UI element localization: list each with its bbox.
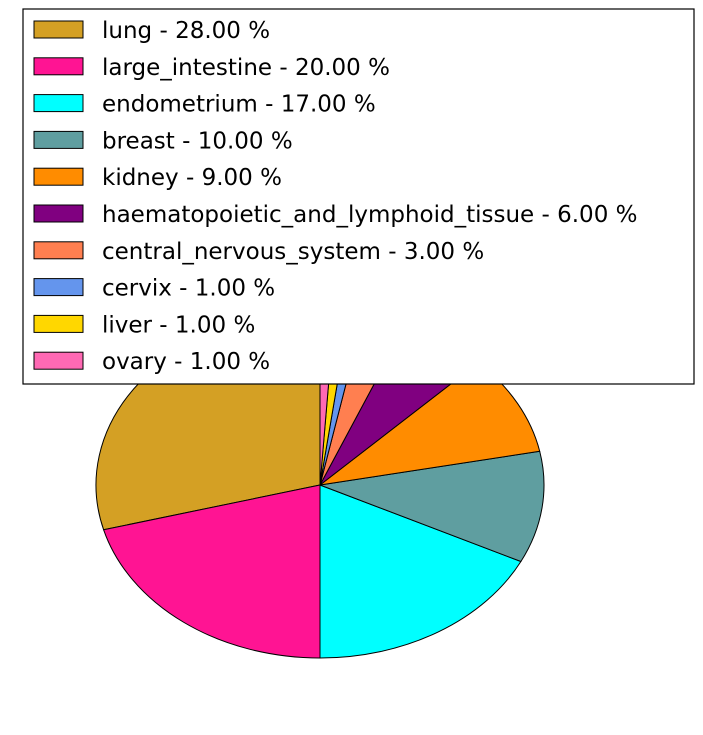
legend-swatch xyxy=(33,204,84,223)
legend-item-kidney: kidney - 9.00 % xyxy=(33,165,282,191)
legend-swatch xyxy=(33,130,84,149)
legend-item-ovary: ovary - 1.00 % xyxy=(33,349,270,375)
legend-label: central_nervous_system - 3.00 % xyxy=(102,239,484,265)
legend-item-endometrium: endometrium - 17.00 % xyxy=(33,92,376,118)
legend-item-central-nervous-system: central_nervous_system - 3.00 % xyxy=(33,239,484,265)
legend-label: breast - 10.00 % xyxy=(102,128,293,154)
legend-label: large_intestine - 20.00 % xyxy=(102,55,390,81)
legend: lung - 28.00 % large_intestine - 20.00 % e… xyxy=(22,8,695,385)
legend-label: endometrium - 17.00 % xyxy=(102,92,376,118)
legend-label: haematopoietic_and_lymphoid_tissue - 6.0… xyxy=(102,202,638,228)
legend-item-breast: breast - 10.00 % xyxy=(33,128,293,154)
legend-item-lung: lung - 28.00 % xyxy=(33,18,270,44)
legend-label: kidney - 9.00 % xyxy=(102,165,282,191)
legend-frame xyxy=(22,8,695,385)
legend-swatch xyxy=(33,167,84,186)
legend-swatch xyxy=(33,241,84,260)
legend-item-liver: liver - 1.00 % xyxy=(33,312,255,338)
legend-label: liver - 1.00 % xyxy=(102,312,255,338)
legend-label: lung - 28.00 % xyxy=(102,18,270,44)
legend-swatch xyxy=(33,351,84,370)
legend-label: ovary - 1.00 % xyxy=(102,349,270,375)
legend-label: cervix - 1.00 % xyxy=(102,276,275,302)
pie-slice-large-intestine xyxy=(103,484,321,659)
legend-swatch xyxy=(33,57,84,76)
legend-swatch xyxy=(33,278,84,297)
legend-swatch xyxy=(33,20,84,39)
legend-item-large-intestine: large_intestine - 20.00 % xyxy=(33,55,390,81)
legend-swatch xyxy=(33,314,84,333)
legend-swatch xyxy=(33,94,84,113)
legend-item-haematopoietic-and-lymphoid-tissue: haematopoietic_and_lymphoid_tissue - 6.0… xyxy=(33,202,638,228)
pie-slice-endometrium xyxy=(319,484,522,659)
pie-slice-breast xyxy=(319,450,545,563)
legend-item-cervix: cervix - 1.00 % xyxy=(33,276,275,302)
